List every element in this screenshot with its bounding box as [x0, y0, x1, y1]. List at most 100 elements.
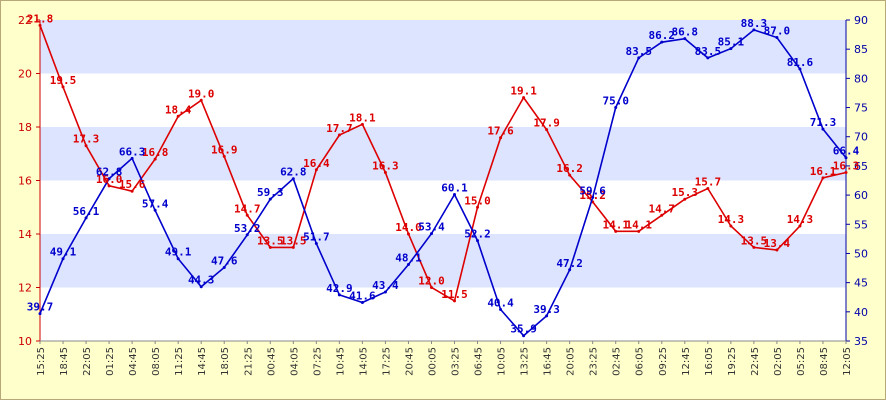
- data-label: 17.6: [487, 125, 514, 138]
- right-tick-label: 45: [854, 277, 868, 290]
- data-label: 66.4: [833, 145, 860, 158]
- data-point: [614, 106, 618, 110]
- data-point: [314, 168, 318, 172]
- data-label: 15.6: [119, 178, 146, 191]
- data-point: [637, 229, 641, 233]
- data-label: 39.3: [533, 303, 560, 316]
- x-tick-label: 18:05: [220, 347, 231, 376]
- data-point: [176, 257, 180, 261]
- x-tick-label: 02:45: [612, 347, 623, 376]
- x-tick-label: 01:25: [105, 347, 116, 376]
- left-tick-label: 10: [18, 335, 32, 348]
- data-label: 21.8: [27, 12, 54, 25]
- x-tick-label: 10:45: [335, 347, 346, 376]
- x-tick-label: 00:05: [427, 347, 438, 376]
- data-label: 14.7: [649, 202, 676, 215]
- data-label: 60.1: [441, 182, 468, 195]
- data-point: [752, 245, 756, 249]
- left-tick-label: 16: [18, 175, 32, 188]
- data-point: [130, 156, 134, 160]
- data-label: 75.0: [602, 95, 629, 108]
- data-label: 16.9: [211, 143, 238, 156]
- left-tick-label: 22: [18, 14, 32, 27]
- right-tick-label: 60: [854, 189, 868, 202]
- data-label: 85.1: [718, 36, 745, 49]
- left-tick-label: 18: [18, 121, 32, 134]
- data-point: [844, 156, 848, 160]
- data-point: [61, 85, 65, 89]
- data-label: 66.3: [119, 145, 146, 158]
- left-tick-label: 12: [18, 282, 32, 295]
- data-point: [245, 213, 249, 217]
- data-label: 16.8: [142, 146, 169, 159]
- plot-band: [40, 234, 846, 288]
- data-label: 41.6: [349, 289, 376, 302]
- left-tick-label: 20: [18, 68, 32, 81]
- data-point: [222, 265, 226, 269]
- data-point: [660, 213, 664, 217]
- data-label: 16.3: [833, 159, 860, 172]
- data-label: 62.8: [96, 166, 123, 179]
- data-point: [844, 170, 848, 174]
- left-axis-ticks: 10 12 14 16 18 20 22: [18, 14, 40, 348]
- data-label: 13.5: [257, 234, 284, 247]
- data-label: 53.4: [418, 221, 445, 234]
- data-point: [153, 208, 157, 212]
- data-label: 13.4: [764, 237, 791, 250]
- x-tick-label: 06:45: [474, 347, 485, 376]
- plot-bands: [40, 20, 846, 341]
- data-label: 16.4: [303, 157, 330, 170]
- data-label: 18.1: [349, 111, 376, 124]
- data-point: [706, 187, 710, 191]
- x-tick-label: 02:05: [773, 347, 784, 376]
- data-point: [429, 232, 433, 236]
- data-label: 59.6: [579, 184, 606, 197]
- data-point: [591, 195, 595, 199]
- data-point: [798, 224, 802, 228]
- x-tick-label: 11:25: [174, 347, 185, 376]
- data-label: 47.6: [211, 254, 238, 267]
- x-tick-label: 17:25: [381, 347, 392, 376]
- data-point: [453, 299, 457, 303]
- data-point: [522, 96, 526, 100]
- data-point: [130, 189, 134, 193]
- data-label: 15.0: [464, 194, 491, 207]
- data-label: 71.3: [810, 116, 837, 129]
- data-label: 16.3: [372, 159, 399, 172]
- data-point: [476, 239, 480, 243]
- data-point: [337, 293, 341, 297]
- data-label: 35.9: [510, 323, 537, 336]
- data-point: [337, 133, 341, 137]
- x-axis-ticks: 15:25 18:45 22:05 01:25 04:45 08:05 11:25 14:45…: [36, 341, 853, 376]
- x-tick-label: 08:45: [819, 347, 830, 376]
- right-tick-label: 90: [854, 14, 868, 27]
- data-point: [453, 193, 457, 197]
- x-tick-label: 04:45: [128, 347, 139, 376]
- data-labels: 21.8 19.5 17.3 16.015.6 16.8 18.4 19.0 16.9 14.7…: [27, 12, 860, 335]
- data-point: [84, 144, 88, 148]
- plot-band: [40, 180, 846, 234]
- data-label: 81.6: [787, 56, 814, 69]
- data-point: [660, 40, 664, 44]
- plot-band: [40, 20, 846, 74]
- x-tick-label: 14:45: [197, 347, 208, 376]
- right-tick-label: 65: [854, 160, 868, 173]
- data-point: [199, 98, 203, 102]
- data-label: 51.7: [303, 231, 330, 244]
- data-point: [383, 170, 387, 174]
- series-line-red: [39, 25, 847, 303]
- data-label: 40.4: [487, 296, 514, 309]
- data-point: [752, 28, 756, 32]
- data-point: [268, 197, 272, 201]
- data-label: 88.3: [741, 17, 768, 30]
- data-point: [821, 127, 825, 131]
- data-point: [406, 263, 410, 267]
- data-label: 17.3: [73, 133, 100, 146]
- data-point: [406, 232, 410, 236]
- data-point: [568, 268, 572, 272]
- series-lines: [38, 23, 848, 338]
- data-point: [775, 248, 779, 252]
- x-tick-label: 20:45: [404, 347, 415, 376]
- data-label: 15.2: [579, 189, 606, 202]
